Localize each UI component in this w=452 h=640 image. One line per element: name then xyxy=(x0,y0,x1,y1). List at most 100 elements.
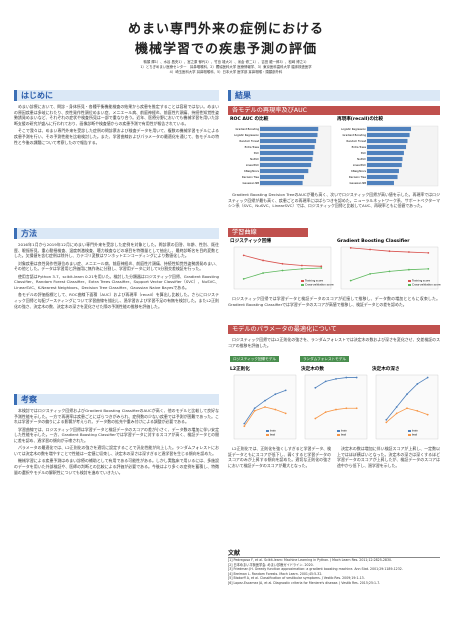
point xyxy=(253,409,256,412)
legend-label: Training score xyxy=(412,279,430,283)
bar xyxy=(260,126,319,132)
bar xyxy=(260,132,318,138)
point xyxy=(262,259,264,262)
category-label: Random Forest xyxy=(346,139,366,143)
paragraph: L2正則化では、正則化を強くしすぎると学習データ、検証データともにスコアが低下し… xyxy=(228,446,331,469)
category-label: Decision Tree xyxy=(242,175,260,179)
affiliation: 4）埼玉医科大学 耳鼻咽喉科、5）日本大学 医学部 耳鼻咽喉・頭頸部外科 xyxy=(169,69,283,74)
point xyxy=(301,264,303,267)
point xyxy=(264,406,266,408)
title: めまい専門外来の症例における xyxy=(127,22,324,37)
paragraph: ロジスティック回帰では学習データと検証データのスコアが近接して推移し、データ数の… xyxy=(228,296,440,307)
reference: [2] 日本めまい平衡医学会. めまい診療ガイドライン. 2020. xyxy=(228,562,314,567)
figure-title: 再現率(recall)の比較 xyxy=(337,115,384,122)
references: [1] Pedregosa F, et al. Scikit-learn: Ma… xyxy=(228,558,440,586)
result-text: L2正則化では、正則化を強くしすぎると学習データ、検証データともにスコアが低下し… xyxy=(228,446,331,470)
category-label: NuSVC xyxy=(250,157,259,161)
point xyxy=(388,250,391,253)
legend-label: test xyxy=(412,433,417,437)
category-label: Random Forest xyxy=(239,139,259,143)
point xyxy=(284,412,287,415)
point xyxy=(335,377,337,380)
category-label: LinearSVC xyxy=(353,163,366,167)
point xyxy=(345,407,348,410)
subheading: モデルのパラメータの最適化について xyxy=(228,325,440,334)
category-label: SVC xyxy=(361,151,366,155)
point xyxy=(427,251,430,254)
legend-swatch xyxy=(301,284,304,286)
bar xyxy=(367,138,408,144)
category-label: Gaussian NB xyxy=(350,181,367,185)
legend-label: train xyxy=(270,429,276,433)
title: 機械学習での疾患予測の評価 xyxy=(134,42,317,57)
paragraph: 各モデルの評価指標として、ROC曲線下面積（AUC）および再現率（recall）… xyxy=(14,292,219,309)
bar xyxy=(260,144,315,150)
bar xyxy=(367,144,407,150)
point xyxy=(324,380,327,383)
category-label: LinearSVC xyxy=(246,163,259,167)
category-label: Decision Tree xyxy=(349,175,367,179)
section-text: めまい診療において、問診・身体所見・各種平衡機能検査の結果から疾患を推定すること… xyxy=(14,104,219,147)
point xyxy=(369,272,371,275)
legend-swatch xyxy=(408,280,411,282)
bar xyxy=(367,132,410,138)
paragraph: 学習曲線では、ロジスティック回帰は学習データと検証データのスコアの差が小さく、デ… xyxy=(14,426,219,444)
plot-area xyxy=(340,246,439,290)
paragraph: 本検討ではロジスティック回帰およびGradient Boosting Class… xyxy=(14,408,219,425)
paragraph: 決定木の数は増加に伴い検証スコアが上昇し、一定数以上ではほぼ横ばいとなった。決定… xyxy=(337,446,440,469)
figure-title: Gradient Boosting Classifier xyxy=(337,238,410,244)
paragraph: そこで我々は、めまい専門外来を受診した症例の問診票および検査データを用いて、複数… xyxy=(14,128,219,145)
point xyxy=(243,425,246,428)
figure-title: 決定木の数 xyxy=(301,365,324,372)
legend-label: test xyxy=(270,433,275,437)
category-label: Gaussian NB xyxy=(243,181,260,185)
section-heading: はじめに xyxy=(14,90,219,101)
legend-label: Cross-validation score xyxy=(412,283,441,287)
references-heading: 文献 xyxy=(228,548,440,558)
point xyxy=(427,267,430,270)
plot-area xyxy=(304,374,368,440)
bar xyxy=(367,180,394,186)
legend-label: Training score xyxy=(305,279,323,283)
bar xyxy=(260,150,314,156)
paragraph: めまい診療において、問診・身体所見・各種平衡機能検査の結果から疾患を推定すること… xyxy=(14,104,219,127)
bar xyxy=(367,126,412,132)
point xyxy=(320,267,323,269)
point xyxy=(355,376,358,379)
subheading: 各モデルの再現率及びAUC xyxy=(228,106,440,115)
paragraph: 機械学習による疾患予測はめまい診療の補助として有用である可能性がある。しかし実臨… xyxy=(14,458,219,475)
point xyxy=(388,270,391,273)
legend-swatch xyxy=(301,280,304,282)
point xyxy=(335,408,337,411)
paragraph: パラメータの最適化では、L2正則化の強さを適切に設定することで汎化性能が向上した… xyxy=(14,445,219,456)
point xyxy=(281,262,284,265)
result-text: 決定木の数は増加に伴い検証スコアが上昇し、一定数以上ではほぼ横ばいとなった。決定… xyxy=(337,446,440,470)
point xyxy=(395,406,398,408)
point xyxy=(324,411,327,414)
point xyxy=(274,408,277,411)
point xyxy=(416,409,419,412)
legend-swatch xyxy=(408,284,411,286)
point xyxy=(385,418,388,421)
result-text: ロジスティック回帰では学習データと検証データのスコアが近接して推移し、データ数の… xyxy=(228,296,440,309)
point xyxy=(408,251,410,253)
bar xyxy=(260,180,303,186)
point xyxy=(314,417,317,420)
section-heading: 方法 xyxy=(14,228,219,239)
point xyxy=(355,407,358,410)
reference: [3] Friedman JH. Greedy function approxi… xyxy=(228,567,403,572)
legend-swatch xyxy=(408,434,411,436)
point xyxy=(349,246,352,249)
bar xyxy=(260,168,309,174)
point xyxy=(262,272,264,274)
point xyxy=(320,265,323,268)
point xyxy=(345,376,348,379)
legend-swatch xyxy=(408,430,411,432)
bar xyxy=(260,162,312,168)
authors: 鴨頭 輝1）、水谷 昌央1）、宮之原 郁代1）、竹島 雄大2）、米倉 修二1）、… xyxy=(143,60,309,64)
legend-swatch xyxy=(337,434,340,436)
point xyxy=(281,269,284,272)
category-label: NuSVC xyxy=(357,157,366,161)
point xyxy=(426,376,429,379)
